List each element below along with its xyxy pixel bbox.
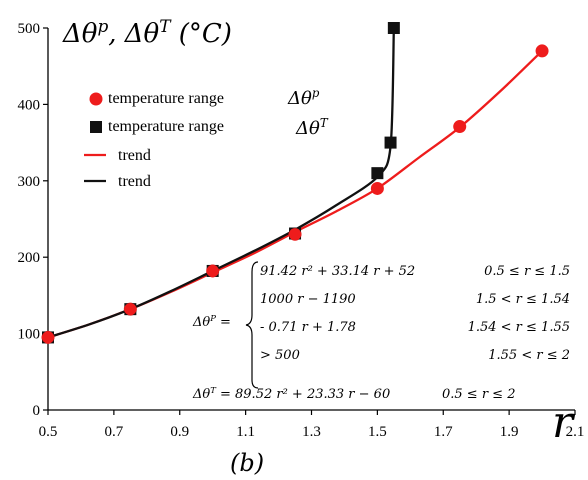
x-axis-label: r xyxy=(552,397,576,448)
data-points xyxy=(41,22,549,344)
point-T xyxy=(384,136,397,149)
point-p-overlay xyxy=(288,228,302,241)
legend-label: temperature range xyxy=(108,90,224,107)
equation-t-cond: 0.5 ≤ r ≤ 2 xyxy=(442,387,515,402)
equation-case-expr: > 500 xyxy=(260,348,300,363)
legend-marker-circle xyxy=(89,92,103,106)
legend-marker-square xyxy=(90,121,102,133)
point-p xyxy=(453,120,467,134)
legend-label: trend xyxy=(118,147,151,164)
x-tick-label: 0.7 xyxy=(105,424,124,440)
y-tick-label: 0 xyxy=(33,403,41,419)
point-p xyxy=(370,181,384,195)
equation-p-lhs: ΔθP = xyxy=(192,313,231,330)
x-tick-label: 1.9 xyxy=(500,424,519,440)
equation-case-cond: 1.55 < r ≤ 2 xyxy=(488,348,570,363)
x-tick-label: 1.3 xyxy=(302,424,321,440)
legend: temperature range Δθp temperature range ΔθT… xyxy=(84,86,329,190)
equation-case-cond: 1.54 < r ≤ 1.55 xyxy=(468,320,570,335)
y-tick-label: 500 xyxy=(18,21,41,37)
x-tick-label: 1.5 xyxy=(368,424,387,440)
equation-case-cond: 1.5 < r ≤ 1.54 xyxy=(476,292,570,307)
x-tick-label: 2.1 xyxy=(566,424,585,440)
equation-t: ΔθT = 89.52 r² + 23.33 r − 60 xyxy=(192,385,390,402)
x-tick-label: 1.1 xyxy=(236,424,255,440)
trend-line-T xyxy=(47,27,395,339)
x-tick-label: 1.7 xyxy=(434,424,453,440)
point-T xyxy=(387,22,400,34)
y-tick-label: 200 xyxy=(18,250,41,266)
y-tick-label: 300 xyxy=(18,174,41,190)
legend-symbol: Δθp xyxy=(287,86,320,109)
equation-case-expr: 91.42 r² + 33.14 r + 52 xyxy=(260,264,415,279)
equation-case-expr: - 0.71 r + 1.78 xyxy=(260,320,356,335)
equation-case-cond: 0.5 ≤ r ≤ 1.5 xyxy=(484,264,570,279)
x-tick-label: 0.9 xyxy=(170,424,189,440)
legend-symbol: ΔθT xyxy=(295,116,329,139)
y-tick-labels: 0 100 200 300 400 500 xyxy=(18,21,41,419)
equations: ΔθP = 91.42 r² + 33.14 r + 52 0.5 ≤ r ≤ 1.… xyxy=(192,261,570,402)
x-tick-labels: 0.5 0.7 0.9 1.1 1.3 1.5 1.7 1.9 2.1 xyxy=(39,424,585,440)
figure-caption: (b) xyxy=(230,449,264,477)
y-tick-label: 400 xyxy=(18,97,41,113)
y-axis-title-text: Δθp, ΔθT (°C) xyxy=(62,16,232,49)
point-p-overlay xyxy=(206,264,219,278)
equation-case-expr: 1000 r − 1190 xyxy=(260,292,356,307)
axes xyxy=(43,27,576,415)
point-T xyxy=(371,167,384,180)
legend-label: temperature range xyxy=(108,118,224,135)
point-p xyxy=(535,44,549,58)
point-p-overlay xyxy=(41,331,55,344)
equation-brace xyxy=(245,261,259,389)
x-tick-label: 0.5 xyxy=(39,424,58,440)
y-tick-label: 100 xyxy=(18,327,41,343)
point-p-overlay xyxy=(124,302,137,316)
legend-label: trend xyxy=(118,173,151,190)
